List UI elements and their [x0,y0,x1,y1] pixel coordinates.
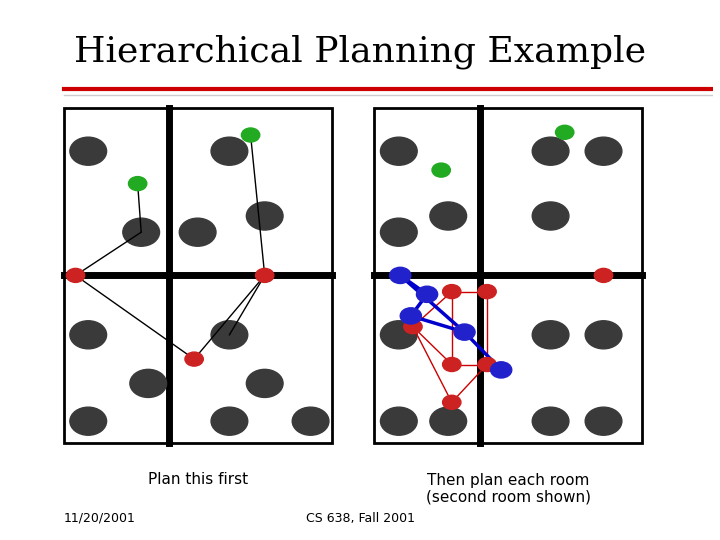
Circle shape [211,321,248,349]
Text: 11/20/2001: 11/20/2001 [63,512,135,525]
Circle shape [292,407,329,435]
Circle shape [432,163,450,177]
Circle shape [585,321,622,349]
Circle shape [404,320,422,334]
Bar [374,108,642,443]
Circle shape [128,177,147,191]
Circle shape [70,137,107,165]
Circle shape [478,357,496,372]
Circle shape [532,407,569,435]
Circle shape [532,321,569,349]
Circle shape [390,267,411,284]
Text: Plan this first: Plan this first [148,472,248,488]
Circle shape [454,324,475,340]
Text: Hierarchical Planning Example: Hierarchical Planning Example [74,34,646,69]
Circle shape [70,321,107,349]
Circle shape [185,352,203,366]
Circle shape [256,268,274,282]
Circle shape [443,357,461,372]
Circle shape [66,268,85,282]
Circle shape [246,369,283,397]
Circle shape [443,285,461,299]
Circle shape [400,308,421,324]
Circle shape [241,128,260,142]
Circle shape [594,268,613,282]
Circle shape [585,137,622,165]
Bar [63,108,332,443]
Circle shape [179,218,216,246]
Circle shape [416,286,438,302]
Circle shape [211,137,248,165]
Circle shape [556,125,574,139]
Circle shape [478,285,496,299]
Circle shape [443,395,461,409]
Circle shape [70,407,107,435]
Circle shape [380,137,417,165]
Circle shape [532,202,569,230]
Circle shape [211,407,248,435]
Circle shape [123,218,160,246]
Circle shape [585,407,622,435]
Circle shape [430,202,467,230]
Text: CS 638, Fall 2001: CS 638, Fall 2001 [305,512,415,525]
Circle shape [532,137,569,165]
Circle shape [130,369,166,397]
Circle shape [246,202,283,230]
Circle shape [380,218,417,246]
Circle shape [490,362,512,378]
Text: Then plan each room
(second room shown): Then plan each room (second room shown) [426,472,590,505]
Circle shape [430,407,467,435]
Circle shape [380,407,417,435]
Circle shape [380,321,417,349]
